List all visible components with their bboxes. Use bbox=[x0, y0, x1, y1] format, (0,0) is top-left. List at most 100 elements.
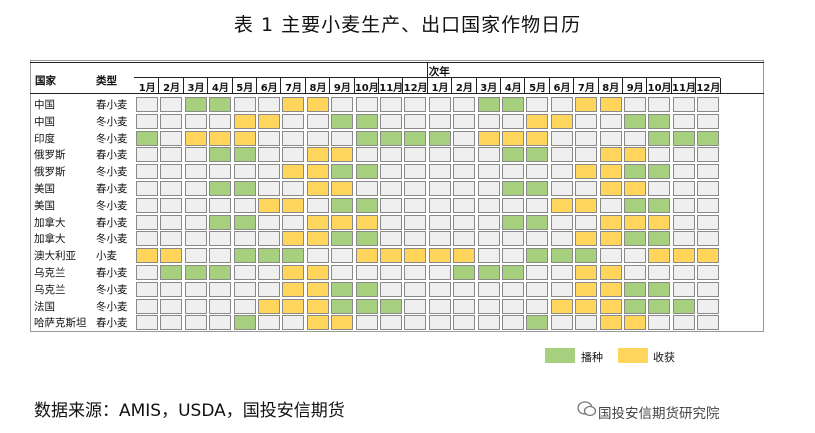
cell-sow bbox=[331, 298, 354, 314]
cell-sow bbox=[648, 231, 671, 247]
month-separator bbox=[597, 78, 599, 93]
cell-sow bbox=[233, 147, 256, 163]
cell-sow bbox=[331, 231, 354, 247]
cell-empty bbox=[184, 214, 207, 230]
cell-empty bbox=[697, 231, 720, 247]
cell-harvest bbox=[282, 231, 305, 247]
cell-empty bbox=[160, 298, 183, 314]
header-next-year: 次年 bbox=[428, 66, 450, 78]
legend-harvest-label: 收获 bbox=[653, 351, 675, 364]
cell-harvest bbox=[282, 164, 305, 180]
cell-empty bbox=[233, 231, 256, 247]
cell-empty bbox=[453, 164, 476, 180]
cell-harvest bbox=[282, 298, 305, 314]
cell-empty bbox=[380, 97, 402, 112]
cell-harvest bbox=[624, 147, 646, 163]
cell-empty bbox=[526, 164, 549, 180]
cell-empty bbox=[380, 197, 402, 213]
cell-sow bbox=[355, 164, 378, 180]
cell-harvest bbox=[502, 130, 524, 146]
cell-empty bbox=[697, 147, 720, 163]
cell-empty bbox=[160, 97, 183, 112]
month-header: 10月 bbox=[354, 83, 379, 94]
cell-sow bbox=[233, 248, 256, 264]
cell-empty bbox=[136, 281, 158, 297]
cell-empty bbox=[477, 298, 500, 314]
month-header: 5月 bbox=[236, 83, 254, 94]
cell-empty bbox=[136, 214, 158, 230]
cell-empty bbox=[160, 214, 183, 230]
month-header: 2月 bbox=[163, 83, 181, 94]
cell-empty bbox=[697, 298, 720, 314]
cell-empty bbox=[233, 281, 256, 297]
cell-harvest bbox=[306, 147, 329, 163]
cell-empty bbox=[233, 97, 256, 112]
cell-sow bbox=[331, 164, 354, 180]
cell-empty bbox=[404, 265, 427, 280]
cell-empty bbox=[697, 214, 720, 230]
cell-harvest bbox=[428, 248, 451, 264]
month-header: 10月 bbox=[647, 83, 672, 94]
cell-sow bbox=[502, 147, 524, 163]
header-country: 国家 bbox=[35, 75, 56, 87]
cell-sow bbox=[331, 113, 354, 129]
row-type: 春小麦 bbox=[96, 183, 128, 195]
cell-harvest bbox=[306, 181, 329, 196]
cell-empty bbox=[477, 164, 500, 180]
cell-harvest bbox=[306, 265, 329, 280]
cell-harvest bbox=[575, 97, 598, 112]
cell-empty bbox=[233, 164, 256, 180]
cell-empty bbox=[258, 130, 280, 146]
cell-empty bbox=[136, 113, 158, 129]
row-type: 冬小麦 bbox=[96, 132, 128, 145]
cell-empty bbox=[404, 197, 427, 213]
cell-harvest bbox=[282, 97, 305, 112]
row-type: 春小麦 bbox=[96, 267, 128, 279]
cell-empty bbox=[160, 164, 183, 180]
cell-empty bbox=[258, 181, 280, 196]
cell-sow bbox=[477, 97, 500, 112]
cell-empty bbox=[526, 231, 549, 247]
cell-harvest bbox=[380, 248, 402, 264]
cell-empty bbox=[575, 315, 598, 331]
cell-empty bbox=[697, 113, 720, 129]
header-type: 类型 bbox=[96, 75, 117, 87]
cell-empty bbox=[550, 315, 573, 331]
cell-harvest bbox=[331, 315, 354, 331]
cell-empty bbox=[502, 248, 524, 264]
cell-empty bbox=[209, 231, 232, 247]
cell-sow bbox=[355, 113, 378, 129]
cell-harvest bbox=[258, 197, 280, 213]
cell-empty bbox=[428, 181, 451, 196]
cell-empty bbox=[428, 315, 451, 331]
month-separator bbox=[622, 78, 623, 93]
cell-harvest bbox=[575, 281, 598, 297]
cell-sow bbox=[233, 315, 256, 331]
cell-empty bbox=[599, 197, 622, 213]
cell-sow bbox=[355, 197, 378, 213]
cell-harvest bbox=[233, 130, 256, 146]
cell-empty bbox=[404, 298, 427, 314]
cell-empty bbox=[477, 147, 500, 163]
month-separator bbox=[719, 78, 721, 93]
cell-empty bbox=[258, 231, 280, 247]
month-header: 2月 bbox=[455, 83, 473, 94]
cell-empty bbox=[428, 147, 451, 163]
cell-sow bbox=[648, 164, 671, 180]
cell-empty bbox=[477, 197, 500, 213]
cell-empty bbox=[550, 164, 573, 180]
cell-empty bbox=[184, 147, 207, 163]
row-type: 春小麦 bbox=[96, 317, 128, 330]
cell-empty bbox=[404, 164, 427, 180]
cell-empty bbox=[209, 113, 232, 129]
cell-harvest bbox=[624, 181, 646, 196]
cell-empty bbox=[428, 164, 451, 180]
cell-empty bbox=[136, 315, 158, 331]
cell-empty bbox=[160, 281, 183, 297]
cell-sow bbox=[502, 181, 524, 196]
cell-harvest bbox=[648, 248, 671, 264]
cell-empty bbox=[453, 281, 476, 297]
cell-empty bbox=[526, 97, 549, 112]
month-separator bbox=[573, 78, 575, 93]
cell-empty bbox=[306, 248, 329, 264]
